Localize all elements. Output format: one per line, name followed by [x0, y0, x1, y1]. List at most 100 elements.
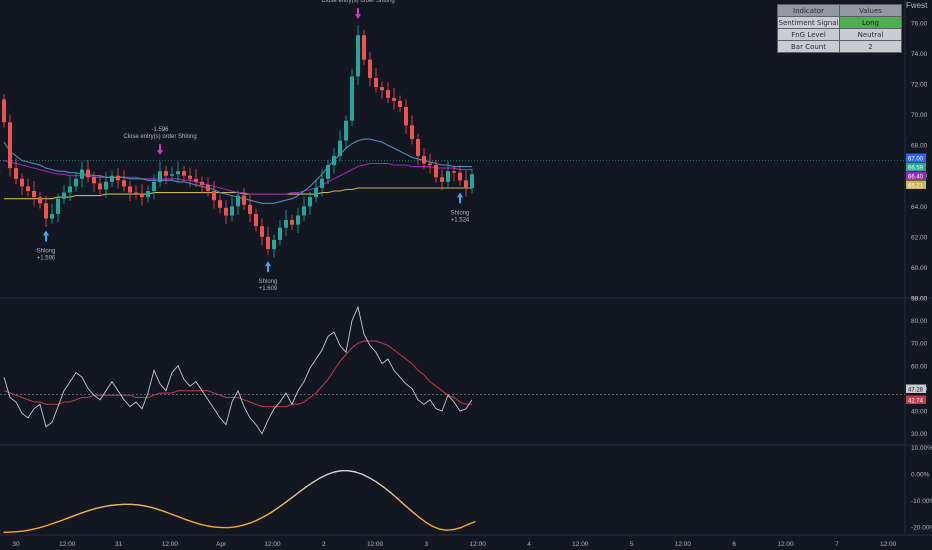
candle-body — [224, 207, 228, 216]
candle-body — [62, 192, 66, 199]
rsi-tick-label: 70.00 — [911, 341, 928, 348]
candle-body — [374, 77, 378, 88]
candle-body — [248, 204, 252, 214]
rsi-badge-label: 42.74 — [908, 398, 924, 404]
osc-segment — [263, 511, 272, 518]
osc-segment — [17, 530, 26, 533]
candle-body — [398, 100, 402, 107]
osc-segment — [446, 528, 455, 531]
osc-tick-label: -20.00% — [911, 525, 932, 532]
osc-segment — [439, 528, 448, 531]
price-badge — [906, 180, 926, 189]
candle-body — [188, 175, 192, 179]
exit-arrow-icon — [157, 144, 163, 156]
candle-body — [182, 171, 186, 176]
time-tick-label: 7 — [835, 541, 839, 548]
time-tick-label: 12:00 — [59, 541, 76, 548]
candle-body — [128, 186, 132, 193]
candle-body — [230, 206, 234, 216]
table-key-sentiment: Sentiment Signal — [777, 16, 840, 29]
candle-body — [446, 171, 450, 182]
indicator-table: Indicator Values Sentiment Signal Long F… — [777, 4, 902, 53]
time-tick-label: 3 — [425, 541, 429, 548]
candle-body — [134, 192, 138, 195]
candle-body — [74, 178, 78, 187]
table-value-sentiment: Long — [839, 16, 902, 29]
exit-label: Close entry(s) order Shlong — [123, 134, 196, 140]
osc-segment — [425, 521, 434, 528]
candle-body — [116, 175, 120, 181]
osc-segment — [411, 510, 420, 518]
candle-body — [206, 184, 210, 192]
corner-label: Fwest — [906, 1, 928, 10]
candle-body — [314, 187, 318, 198]
osc-segment — [207, 525, 216, 528]
osc-tick-label: 10.00% — [911, 445, 932, 452]
candle-body — [272, 239, 276, 250]
candle-body — [320, 178, 324, 188]
candle-body — [452, 171, 456, 173]
osc-segment — [115, 503, 125, 506]
candle-body — [200, 181, 204, 185]
osc-segment — [270, 507, 279, 514]
osc-segment — [347, 469, 357, 473]
osc-segment — [284, 496, 293, 504]
osc-segment — [382, 486, 392, 494]
time-tick-label: 12:00 — [162, 541, 179, 548]
candle-body — [368, 59, 372, 78]
exit-label: Close entry(s) order Shlong — [321, 0, 394, 4]
time-tick-label: 31 — [115, 541, 123, 548]
time-tick-label: 12:00 — [367, 541, 384, 548]
candle-body — [140, 194, 144, 198]
osc-tick-label: -10.00% — [911, 498, 932, 505]
time-tick-label: 12:00 — [264, 541, 281, 548]
osc-segment — [143, 505, 153, 509]
osc-segment — [389, 491, 399, 500]
candle-body — [392, 97, 396, 101]
osc-segment — [375, 481, 385, 488]
time-tick-label: 12:00 — [470, 541, 487, 548]
candle-body — [86, 169, 90, 178]
osc-segment — [460, 523, 469, 529]
candle-body — [56, 198, 60, 214]
osc-segment — [24, 528, 33, 532]
price-badge-label: 65.21 — [908, 183, 924, 189]
entry-arrow-icon — [457, 192, 463, 204]
osc-segment — [242, 522, 251, 526]
candle-body — [170, 174, 174, 176]
osc-segment — [361, 473, 371, 479]
candle-body — [218, 200, 222, 208]
candle-body — [356, 35, 360, 77]
candle-body — [362, 35, 366, 60]
candle-body — [428, 163, 432, 166]
osc-tick-label: 0.00% — [911, 472, 930, 479]
osc-segment — [467, 521, 476, 526]
osc-segment — [10, 530, 19, 533]
rsi-line — [3, 305, 473, 435]
candle-body — [8, 122, 12, 169]
osc-segment — [354, 471, 364, 476]
price-badge-label: 66.59 — [908, 165, 924, 171]
osc-segment — [298, 486, 307, 493]
osc-segment — [186, 519, 195, 523]
price-badge-label: 66.40 — [908, 174, 924, 180]
osc-segment — [94, 506, 104, 510]
price-tick-label: 74.00 — [911, 51, 928, 58]
candle-body — [20, 178, 24, 187]
osc-segment — [368, 477, 378, 483]
table-header-values: Values — [839, 4, 902, 17]
table-key-bar-count: Bar Count — [777, 40, 840, 53]
osc-segment — [305, 481, 315, 488]
osc-segment — [66, 514, 75, 520]
rsi-tick-label: 30.00 — [911, 431, 928, 438]
table-value-fng: Neutral — [839, 28, 902, 41]
osc-segment — [249, 519, 258, 524]
candle-body — [68, 186, 72, 193]
candle-body — [98, 183, 102, 190]
candle-body — [146, 191, 150, 198]
candle-body — [92, 177, 96, 184]
price-tick-label: 72.00 — [911, 82, 928, 89]
table-header-indicator: Indicator — [777, 4, 840, 17]
candle-body — [470, 174, 474, 188]
